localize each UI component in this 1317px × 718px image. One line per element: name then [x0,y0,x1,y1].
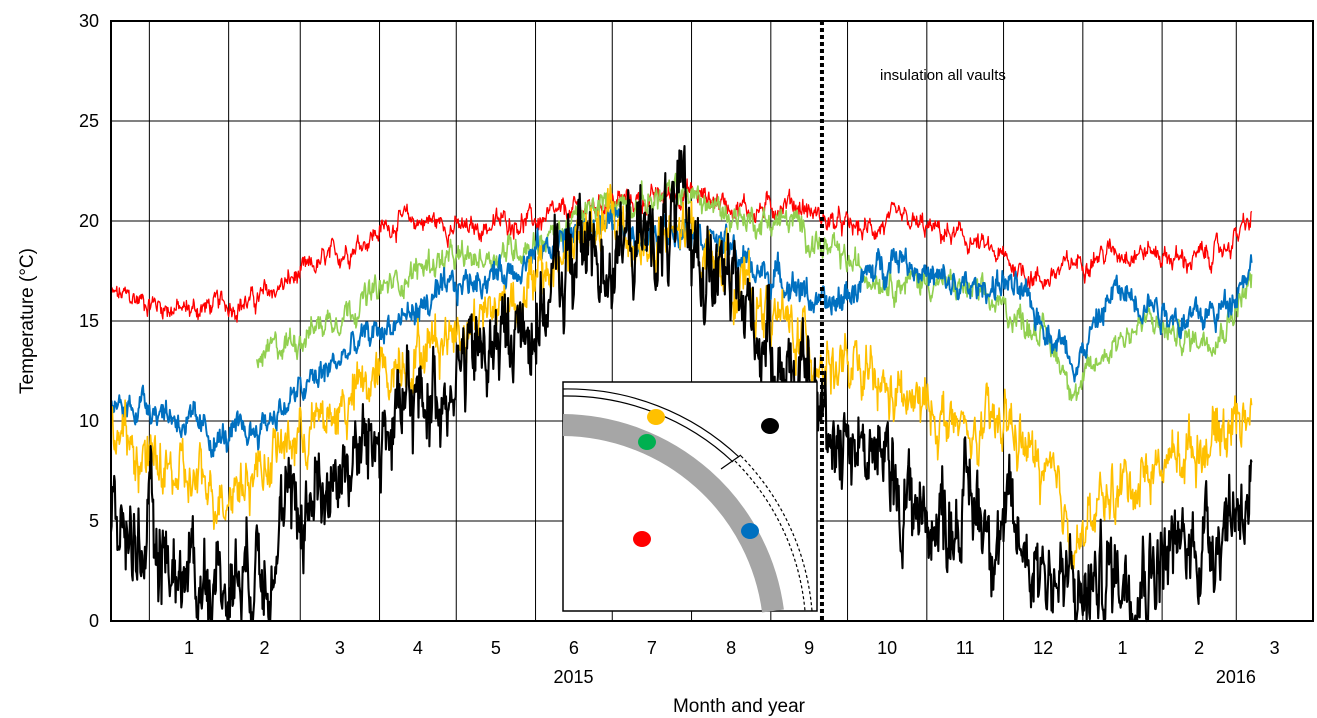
vault-inset-diagram [562,381,818,613]
insulation-outer-line [562,388,740,458]
x-tick-label: 10 [877,638,897,658]
x-tick-label: 9 [804,638,814,658]
sensor-dot-red [633,531,651,547]
series-layer [109,144,1253,623]
y-tick-label: 5 [89,511,99,531]
x-tick-label: 3 [1270,638,1280,658]
sensor-dot-black [761,418,779,434]
x-tick-label: 2 [1194,638,1204,658]
year-labels: 2015 2016 [554,667,1256,687]
x-tick-label: 2 [259,638,269,658]
x-tick-labels: 1 2 3 4 5 6 7 8 9 10 11 12 1 2 3 [184,638,1280,658]
y-tick-label: 30 [79,11,99,31]
x-tick-label: 11 [956,638,975,658]
x-tick-label: 1 [1117,638,1127,658]
y-tick-label: 20 [79,211,99,231]
y-tick-label: 25 [79,111,99,131]
y-tick-labels: 0 5 10 15 20 25 30 [79,11,99,631]
x-tick-label: 4 [413,638,423,658]
x-axis-title: Month and year [673,696,806,717]
x-tick-label: 6 [569,638,579,658]
y-axis-title: Temperature (°C) [17,248,38,394]
y-tick-label: 0 [89,611,99,631]
x-tick-label: 3 [335,638,345,658]
sensor-dot-yellow [647,409,665,425]
x-tick-label: 7 [647,638,657,658]
series-line-3 [110,183,1253,570]
series-line-0 [110,178,1253,323]
x-tick-label: 1 [184,638,194,658]
y-tick-label: 15 [79,311,99,331]
year-label: 2015 [554,667,594,687]
sensor-dot-blue [741,523,759,539]
plot-frame [110,20,1314,622]
annotation-label: insulation all vaults [880,67,1006,84]
series-line-4 [109,144,1253,623]
y-tick-label: 10 [79,411,99,431]
year-label: 2016 [1216,667,1256,687]
sensor-dot-green [638,434,656,450]
insulation-end-line [720,454,742,470]
series-line-1 [256,172,1253,402]
vault-wall [562,414,784,613]
inset-frame [562,381,818,612]
planned-insulation-inner [734,460,806,612]
x-tick-label: 5 [491,638,501,658]
x-tick-label: 8 [726,638,736,658]
x-tick-label: 12 [1033,638,1053,658]
